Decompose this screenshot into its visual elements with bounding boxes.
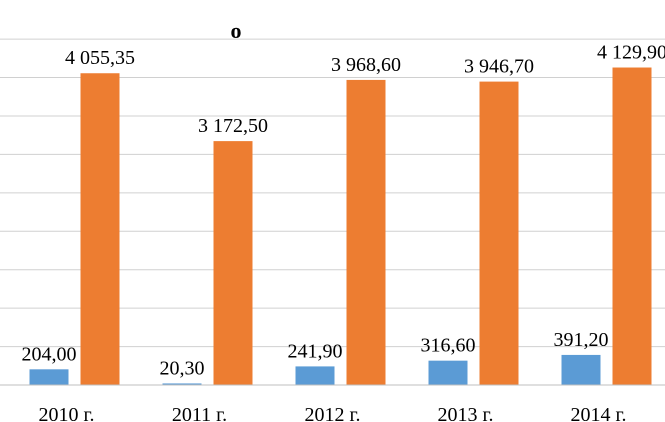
data-label-series-1-4: 316,60 bbox=[421, 335, 476, 357]
chart-title: о bbox=[231, 18, 242, 43]
x-tick-label: 2011 г. bbox=[172, 404, 227, 422]
bar-series-1-4 bbox=[428, 360, 468, 385]
data-label-series-2-3: 3 968,60 bbox=[331, 54, 401, 76]
data-label-series-1-2: 20,30 bbox=[160, 357, 205, 379]
bar-series-1-2 bbox=[162, 383, 202, 385]
x-tick-label: 2013 г. bbox=[438, 404, 494, 422]
x-axis-tick-labels: 2010 г. 2011 г. 2012 г. 2013 г. 2014 г. bbox=[39, 404, 627, 422]
data-label-series-1-3: 241,90 bbox=[288, 340, 343, 362]
bar-series-2-2 bbox=[213, 141, 253, 385]
bar-series-2-4 bbox=[479, 81, 519, 385]
data-label-series-2-5: 4 129,90 bbox=[597, 42, 665, 64]
bar-series-1-3 bbox=[295, 366, 335, 385]
bar-series-2-3 bbox=[346, 79, 386, 385]
data-label-series-1-1: 204,00 bbox=[22, 343, 77, 365]
x-tick-label: 2012 г. bbox=[305, 404, 361, 422]
bars bbox=[29, 67, 652, 386]
x-tick-label: 2010 г. bbox=[39, 404, 95, 422]
data-labels: 204,00 4 055,35 20,30 3 172,50 241,90 3 968,6… bbox=[22, 42, 665, 380]
data-label-series-2-4: 3 946,70 bbox=[464, 56, 534, 78]
bar-series-1-1 bbox=[29, 369, 69, 385]
bar-series-1-5 bbox=[561, 354, 601, 385]
data-label-series-1-5: 391,20 bbox=[554, 329, 609, 351]
data-label-series-2-1: 4 055,35 bbox=[65, 47, 135, 69]
bar-series-2-5 bbox=[612, 67, 652, 385]
x-tick-label: 2014 г. bbox=[571, 404, 627, 422]
data-label-series-2-2: 3 172,50 bbox=[198, 115, 268, 137]
bar-series-2-1 bbox=[80, 73, 120, 386]
